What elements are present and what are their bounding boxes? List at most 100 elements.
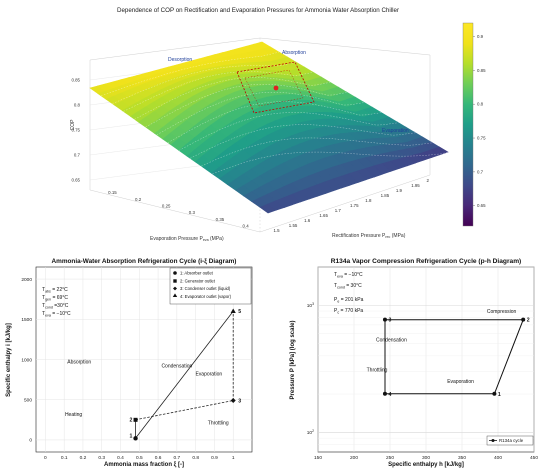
surface-contour-line <box>145 84 348 128</box>
ixi-cycle-segment <box>135 310 234 439</box>
ixi-condition-2: Tgen = 69°C <box>42 295 68 301</box>
y-axis-label-unit: (MPa) <box>390 233 405 239</box>
ixi-x-tick-label: 0.7 <box>174 455 181 461</box>
ph-legend-marker <box>491 439 495 442</box>
ixi-x-tick-label: 0.2 <box>80 455 87 461</box>
ph-legend-box <box>486 435 534 446</box>
ixi-condition-3: Tcond =30°C <box>42 303 69 309</box>
ph-y-ticks: 102 103 <box>307 302 314 436</box>
ixi-annotation: Heating <box>65 412 82 418</box>
surface-contour-line <box>156 92 365 136</box>
ixi-condition-4: Teva = −10°C <box>42 311 71 317</box>
ph-x-label: Specific enthalpy h [kJ/kg] <box>388 462 464 468</box>
ixi-annotation: Condensation <box>161 364 192 370</box>
surface-contour-line <box>189 124 416 159</box>
surface-contour-line <box>134 77 331 120</box>
surface-contour-line <box>112 61 297 104</box>
ixi-x-tick-label: 1 <box>232 455 235 461</box>
legend-marker-diamond <box>173 286 177 291</box>
ph-condition-1: Teva = −10°C <box>334 272 363 278</box>
ixi-y-tick-label: 1500 <box>21 317 32 323</box>
surface-contours <box>101 51 449 175</box>
ph-condition-4: Pc = 770 kPa <box>334 308 363 314</box>
ixi-x-tick-label: 0.1 <box>61 455 68 461</box>
surface-contour-line <box>101 51 280 97</box>
ixi-annotation: Throttling <box>208 421 229 427</box>
y-tick-label: 1.5 <box>274 228 281 233</box>
x-axis-label-unit: (MPa) <box>209 236 224 242</box>
surface-patch <box>430 146 449 156</box>
x-axis-ticks: 0.15 0.2 0.25 0.3 0.35 0.4 <box>108 190 249 229</box>
legend-marker-triangle <box>172 293 178 297</box>
ixi-point-marker <box>133 417 138 422</box>
surface-panel: Dependence of COP on Rectification and E… <box>70 7 486 242</box>
ph-x-tick-label: 300 <box>422 455 430 461</box>
surface-contour-line <box>123 71 314 112</box>
legend-marker-square <box>173 279 177 283</box>
cop-surface <box>89 41 449 214</box>
y-tick-label: 1.85 <box>381 193 390 198</box>
colorbar-tick-label: 0.8 <box>477 102 484 107</box>
desorption-label: Desorption <box>168 57 192 63</box>
ixi-legend-item-2: 2: Generator outlet <box>180 278 216 283</box>
ph-point-label: 2 <box>527 318 530 324</box>
ph-x-tick-label: 450 <box>530 455 538 461</box>
ph-point-marker <box>521 317 526 322</box>
ph-y-tick-label: 102 <box>307 429 314 436</box>
ph-point-label: 3 <box>388 318 391 324</box>
legend-marker-circle <box>173 271 177 275</box>
ph-point-marker <box>382 391 387 396</box>
ixi-cycle-lines <box>135 310 234 439</box>
surface-title: Dependence of COP on Rectification and E… <box>117 7 399 14</box>
ixi-panel: Ammonia-Water Absorption Refrigeration C… <box>6 258 253 468</box>
ph-annotations: Compression Condensation Throttling Evapora… <box>367 309 517 385</box>
ph-title: R134a Vapor Compression Refrigeration Cy… <box>331 258 522 265</box>
ixi-x-tick-label: 0.6 <box>155 455 162 461</box>
optimum-region-box <box>236 61 315 114</box>
ph-x-tick-label: 250 <box>386 455 394 461</box>
ixi-y-tick-label: 0 <box>29 438 32 444</box>
ixi-cycle-segment <box>135 400 234 421</box>
y-tick-label: 1.75 <box>350 203 359 208</box>
ph-annotation: Compression <box>487 309 517 315</box>
ixi-x-tick-label: 0.5 <box>136 455 143 461</box>
y-tick-label: 1.8 <box>365 198 372 203</box>
z-tick-label: 0.85 <box>71 78 80 83</box>
colorbar-tick-label: 0.65 <box>477 203 486 208</box>
surface-contour-line <box>212 151 449 175</box>
ixi-legend: 1: Absorber outlet 2: Generator outlet 3… <box>169 267 252 305</box>
z-tick-label: 0.7 <box>74 153 81 158</box>
ph-legend-item: R134a cycle <box>499 438 524 443</box>
ixi-title: Ammonia-Water Absorption Refrigeration C… <box>52 258 237 265</box>
ph-annotation: Evaporation <box>447 379 474 385</box>
y-tick-label: 1.9 <box>396 188 403 193</box>
ixi-legend-item-1: 1: Absorber outlet <box>180 271 214 276</box>
ixi-legend-item-3: 3: Condenser outlet (liquid) <box>180 286 231 291</box>
x-tick-label: 0.35 <box>216 217 225 222</box>
optimum-region-box-inner <box>244 69 304 107</box>
y-axis-label-main: Rectification Pressure P <box>332 233 386 239</box>
ixi-y-tick-label: 2000 <box>21 277 32 283</box>
y-tick-label: 1.7 <box>335 208 342 213</box>
x-tick-label: 0.25 <box>162 203 171 208</box>
ph-point-marker <box>382 317 387 322</box>
ph-legend: R134a cycle <box>486 435 534 446</box>
colorbar-tick-label: 0.7 <box>477 169 484 174</box>
ph-panel: R134a Vapor Compression Refrigeration Cy… <box>290 258 538 468</box>
evaporation-label: Evaporation <box>382 128 409 134</box>
ph-point-label: 1 <box>498 392 501 398</box>
ixi-point-marker <box>230 308 236 314</box>
ph-condition-3: Pe = 201 kPa <box>334 297 364 303</box>
absorption-label: Absorption <box>282 50 306 56</box>
ph-x-tick-label: 150 <box>314 455 322 461</box>
x-tick-label: 0.2 <box>135 197 142 202</box>
x-tick-label: 0.3 <box>189 210 196 215</box>
x-tick-label: 0.15 <box>108 190 117 195</box>
y-tick-label: 1.6 <box>304 218 311 223</box>
ixi-point-marker <box>133 436 138 441</box>
optimum-point-marker <box>273 85 279 91</box>
ixi-legend-box <box>169 267 252 305</box>
ixi-condition-1: Tabs = 22°C <box>42 287 68 293</box>
ixi-point-marker <box>230 398 236 404</box>
ph-point-label: 4 <box>388 392 391 398</box>
